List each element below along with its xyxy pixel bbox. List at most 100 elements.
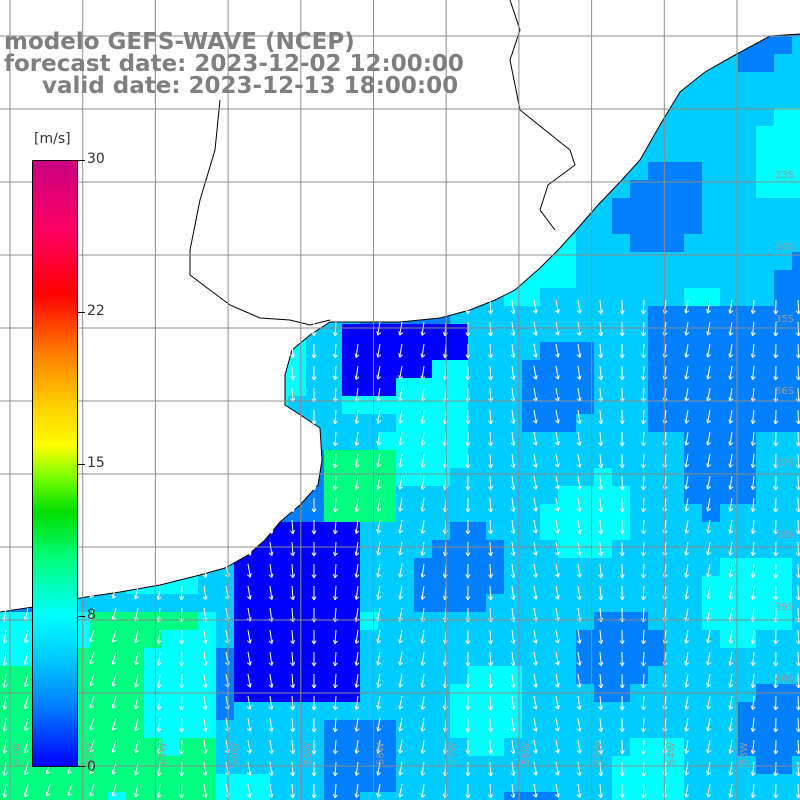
wind-vector [707,365,711,380]
wind-vector [511,783,515,798]
wind-vector [421,607,425,622]
wind-vector [729,585,733,600]
wind-vector-head [111,638,117,643]
wind-vector [399,673,403,688]
wind-speed-cell [360,792,378,800]
wind-vector-head [398,529,404,534]
wind-vector [729,739,733,754]
wind-vector-head [684,705,690,710]
wind-vector [157,651,161,666]
wind-vector-head [465,684,471,689]
wind-speed-cell [738,594,756,612]
wind-vector-head [268,771,274,776]
wind-vector-head [619,596,625,601]
wind-speed-cell [738,288,756,306]
wind-vector [377,321,381,336]
wind-vector-head [332,661,338,667]
wind-speed-cell [468,594,486,612]
wind-speed-cell [684,234,702,252]
wind-speed-cell [792,792,800,800]
wind-vector [203,497,207,512]
wind-speed-cell [702,108,720,126]
wind-speed-cell [324,378,342,396]
wind-vector-head [641,354,647,359]
wind-vector [729,761,733,776]
colorbar [32,160,78,767]
wind-vector-head [728,507,734,512]
wind-vector [89,651,95,664]
wind-speed-cell [756,126,774,144]
wind-vector [334,761,337,776]
wind-speed-cell [378,414,396,432]
wind-vector [797,497,800,512]
wind-speed-cell [702,396,720,414]
wind-speed-cell [594,522,612,540]
wind-vector-head [311,794,317,799]
wind-speed-cell [792,342,800,360]
wind-speed-cell [738,90,756,108]
wind-speed-cell [648,792,666,800]
wind-vector-head [750,441,756,447]
wind-vector [269,453,273,468]
wind-speed-cell [702,648,720,666]
wind-vector-head [750,375,756,381]
wind-vector [89,541,95,554]
wind-vector [203,453,207,468]
wind-speed-cell [792,180,800,198]
wind-vector [707,761,711,776]
wind-speed-cell [180,576,198,594]
wind-vector [112,519,117,533]
wind-speed-cell [702,666,720,684]
wind-vector-head [465,794,471,799]
wind-speed-cell [774,702,792,720]
wind-vector-head [332,331,338,337]
wind-vector-head [488,640,493,645]
wind-vector [377,651,381,666]
wind-vector-head [795,640,800,645]
wind-vector [797,563,800,578]
wind-vector-head [311,640,317,645]
wind-vector-head [795,728,800,733]
wind-speed-cell [630,288,648,306]
wind-speed-cell [540,702,558,720]
wind-speed-cell [378,756,396,774]
wind-vector [334,651,337,666]
wind-vector [555,783,559,798]
wind-speed-cell [342,396,360,414]
wind-vector [533,739,537,754]
wind-vector-head [532,375,538,380]
wind-speed-cell [756,72,774,90]
wind-speed-cell [144,594,162,612]
wind-vector [707,585,711,600]
wind-speed-cell [450,612,468,630]
wind-speed-cell [756,486,774,504]
wind-speed-cell [774,486,792,504]
wind-speed-cell [558,522,576,540]
wind-speed-cell [702,270,720,288]
wind-vector-head [398,441,404,446]
wind-vector [752,299,755,314]
wind-speed-cell [522,576,540,594]
wind-speed-cell [684,630,702,648]
wind-vector-head [179,640,185,645]
wind-vector-head [488,420,493,425]
wind-vector-head [354,639,360,644]
wind-speed-cell [324,738,342,756]
wind-speed-cell [522,486,540,504]
wind-vector [112,783,117,797]
wind-speed-cell [792,198,800,216]
wind-vector-head [134,792,139,798]
wind-speed-cell [702,450,720,468]
wind-speed-cell [612,612,630,630]
wind-vector [555,343,559,358]
wind-vector-head [641,508,647,513]
wind-vector-head [134,660,139,666]
wind-speed-cell [630,504,648,522]
wind-vector-head [554,771,560,776]
wind-vector [707,739,711,754]
wind-speed-cell [792,738,800,756]
wind-vector-head [246,771,252,776]
wind-speed-cell [594,396,612,414]
wind-vector-head [111,594,117,599]
wind-vector [269,739,273,754]
